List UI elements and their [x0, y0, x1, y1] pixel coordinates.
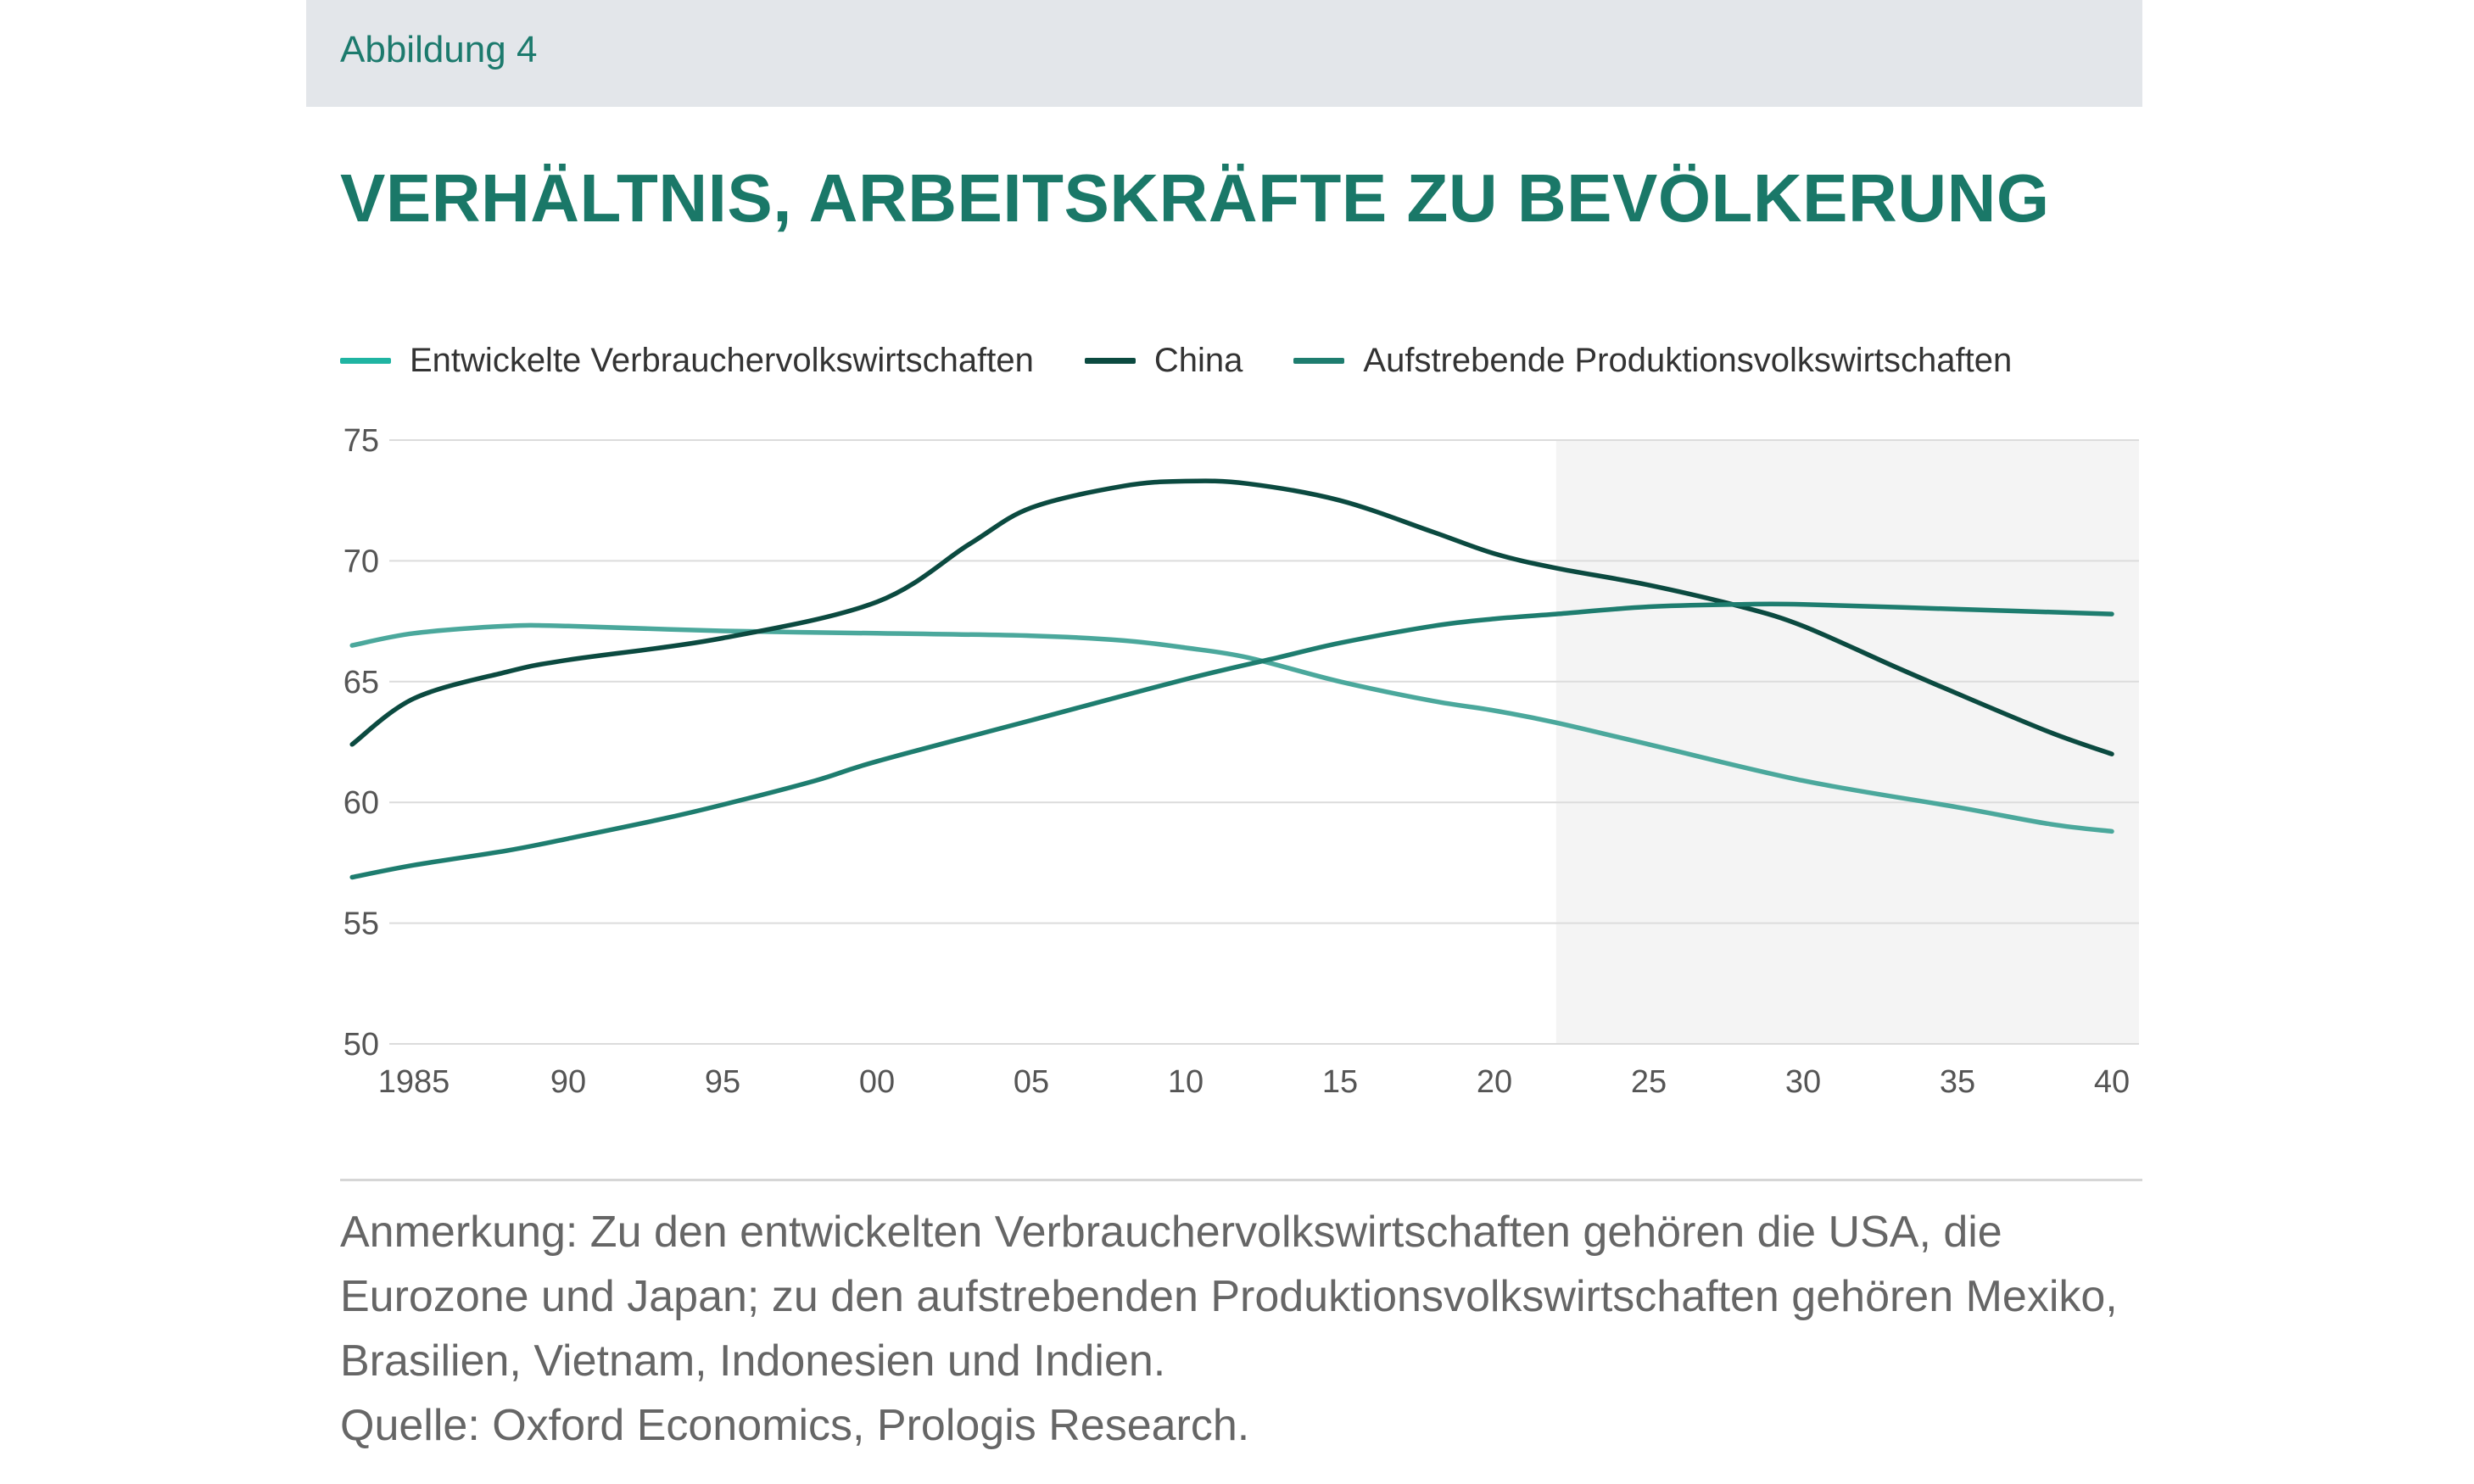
series-line-developed [349, 622, 2114, 834]
x-tick-label: 15 [1322, 1064, 1358, 1100]
y-tick-label: 50 [343, 1027, 379, 1063]
chart-title: VERHÄLTNIS, ARBEITSKRÄFTE ZU BEVÖLKERUNG [340, 160, 2050, 236]
x-tick-label: 95 [705, 1064, 740, 1100]
legend-label-china: China [1153, 341, 1243, 379]
divider [340, 1179, 2142, 1181]
x-tick-label: 05 [1014, 1064, 1049, 1100]
y-tick-label: 60 [343, 785, 379, 821]
footnote: Anmerkung: Zu den entwickelten Verbrauch… [340, 1200, 2142, 1458]
figure-label: Abbildung 4 [340, 29, 538, 70]
x-tick-label: 1985 [378, 1064, 450, 1100]
y-tick-label: 55 [343, 907, 379, 942]
y-tick-label: 70 [343, 544, 379, 579]
x-tick-label: 30 [1785, 1064, 1821, 1100]
legend-label-emerging: Aufstrebende Produktionsvolkswirtschafte… [1363, 341, 2013, 379]
x-tick-label: 00 [859, 1064, 895, 1100]
x-tick-label: 20 [1477, 1064, 1512, 1100]
x-tick-label: 90 [550, 1064, 586, 1100]
x-tick-label: 35 [1940, 1064, 1975, 1100]
legend-item-china: China [1084, 341, 1243, 380]
x-tick-label: 25 [1631, 1064, 1667, 1100]
y-tick-label: 65 [343, 665, 379, 700]
series-line-emerging [349, 601, 2114, 880]
x-tick-label: 40 [2094, 1064, 2130, 1100]
note-text: Anmerkung: Zu den entwickelten Verbrauch… [340, 1208, 2118, 1386]
legend-item-emerging: Aufstrebende Produktionsvolkswirtschafte… [1293, 342, 2012, 380]
legend: Entwickelte Verbrauchervolkswirtschaften… [340, 339, 2063, 382]
legend-swatch-developed [340, 357, 391, 364]
y-tick-label: 75 [343, 423, 379, 459]
series-line-china [349, 478, 2114, 756]
forecast-shading [1555, 440, 2139, 1044]
source-text: Quelle: Oxford Economics, Prologis Resea… [340, 1401, 1250, 1450]
header-bar: Abbildung 4 [306, 0, 2142, 107]
legend-swatch-china [1084, 357, 1136, 364]
x-tick-label: 10 [1168, 1064, 1203, 1100]
legend-item-developed: Entwickelte Verbrauchervolkswirtschaften [340, 342, 1034, 380]
legend-label-developed: Entwickelte Verbrauchervolkswirtschaften [410, 341, 1034, 379]
legend-swatch-emerging [1293, 357, 1345, 364]
